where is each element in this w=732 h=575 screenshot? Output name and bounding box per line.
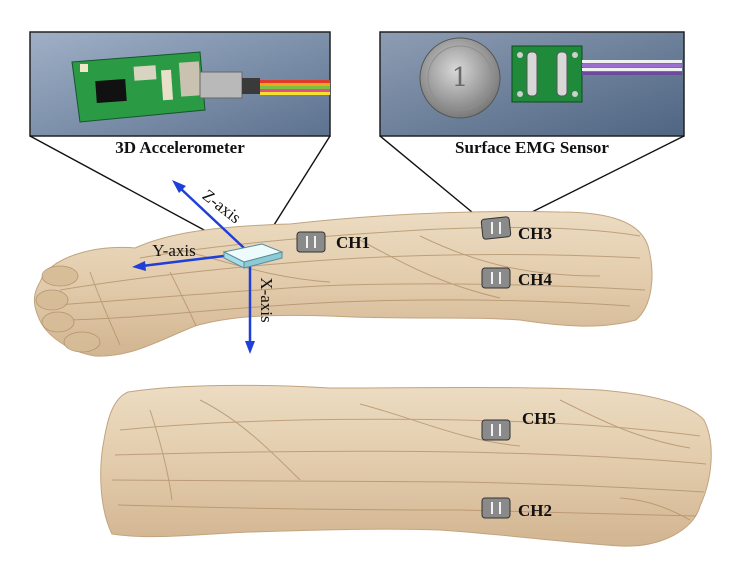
emg-sensor-caption: Surface EMG Sensor [455, 138, 609, 157]
ch2-label: CH2 [518, 501, 552, 520]
emg-callout-right [511, 135, 685, 223]
emg-sensor-pcb-image [511, 45, 682, 103]
electrode-ch3 [480, 216, 512, 240]
y-axis-arrowhead [132, 261, 146, 271]
accelerometer-caption: 3D Accelerometer [115, 138, 245, 157]
z-axis-label: Z-axis [199, 186, 245, 228]
z-axis-arrowhead [172, 180, 186, 193]
svg-text:1: 1 [452, 63, 469, 93]
upper-forearm-illustration [33, 211, 653, 357]
lower-forearm-illustration [100, 384, 712, 547]
ch4-label: CH4 [518, 270, 553, 289]
ch3-label: CH3 [518, 224, 552, 243]
electrode-ch1 [296, 231, 326, 253]
electrode-ch4 [481, 267, 511, 289]
coin-image: 1 [419, 37, 501, 119]
z-axis-arrow [179, 187, 245, 249]
x-axis-arrowhead [245, 341, 255, 354]
accelerometer-cube [222, 243, 284, 269]
ch5-label: CH5 [522, 409, 556, 428]
emg-callout-left [379, 135, 485, 223]
emg-sensor-photo: 1 Surface EMG Sensor [379, 31, 685, 157]
ch1-label: CH1 [336, 233, 370, 252]
x-axis-label: X-axis [257, 277, 276, 322]
electrode-ch2 [481, 497, 511, 519]
y-axis-label: Y-axis [152, 241, 195, 260]
accelerometer-pcb-image [71, 51, 330, 123]
electrode-ch5 [481, 419, 511, 441]
accelerometer-callout-left [29, 135, 231, 245]
accelerometer-photo: 3D Accelerometer [29, 31, 331, 157]
